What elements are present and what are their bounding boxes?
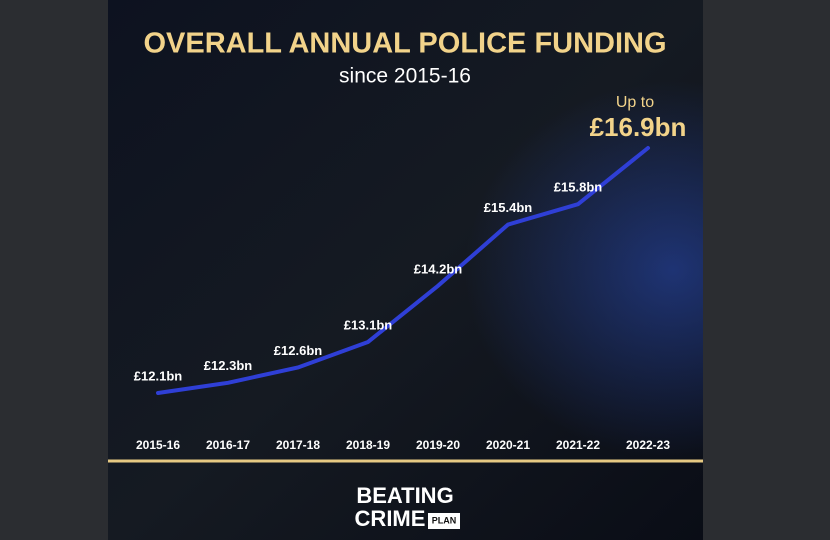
x-tick-label: 2018-19	[346, 438, 390, 452]
data-label: £14.2bn	[414, 261, 462, 276]
data-label: £12.1bn	[134, 368, 182, 383]
x-tick-label: 2021-22	[556, 438, 600, 452]
data-label: £12.6bn	[274, 343, 322, 358]
logo-line1: BEATING	[356, 483, 453, 508]
x-tick-label: 2019-20	[416, 438, 460, 452]
x-tick-label: 2017-18	[276, 438, 320, 452]
x-tick-label: 2015-16	[136, 438, 180, 452]
data-label: £13.1bn	[344, 317, 392, 332]
logo-plan-box	[428, 513, 460, 529]
chart-subtitle: since 2015-16	[339, 65, 471, 88]
x-tick-label: 2016-17	[206, 438, 250, 452]
data-label: £12.3bn	[204, 358, 252, 373]
data-label: £16.9bn	[590, 112, 687, 142]
logo-line3: PLAN	[432, 515, 457, 525]
background-glow	[108, 0, 703, 540]
data-label: £15.8bn	[554, 180, 602, 195]
x-tick-label: 2022-23	[626, 438, 670, 452]
x-tick-label: 2020-21	[486, 438, 530, 452]
annotation: Up to	[616, 94, 654, 111]
chart-title: OVERALL ANNUAL POLICE FUNDING	[143, 28, 666, 60]
data-label: £15.4bn	[484, 200, 532, 215]
data-line	[156, 146, 650, 395]
logo-line2: CRIME	[355, 506, 426, 531]
